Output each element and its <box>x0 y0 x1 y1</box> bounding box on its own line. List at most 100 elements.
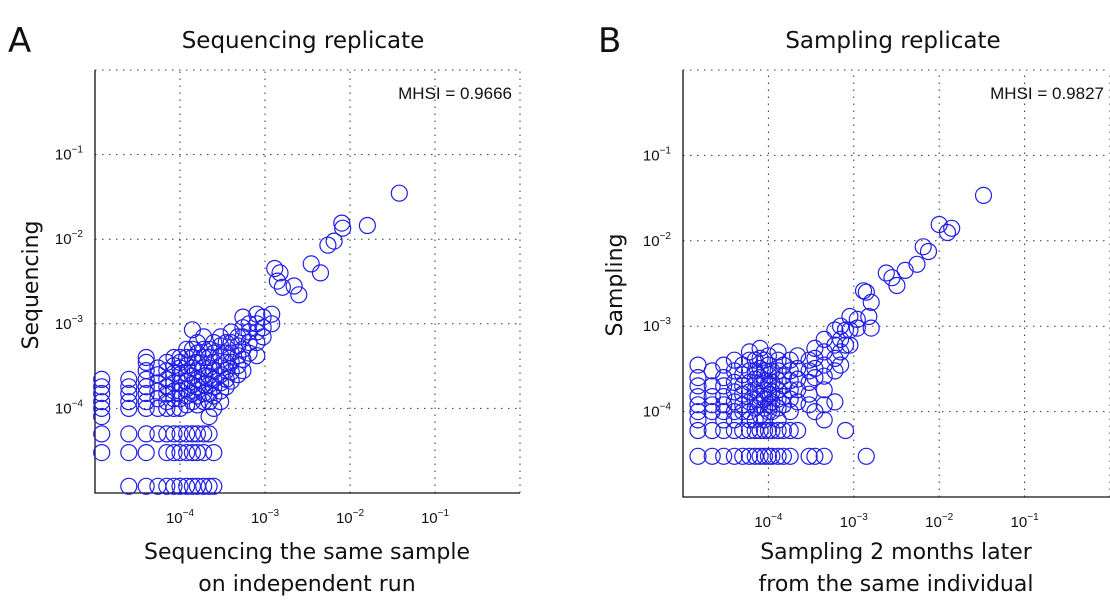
x-tick-labels: 10−4 10−3 10−2 10−1 <box>166 508 450 527</box>
data-point <box>725 421 744 440</box>
chart-title: Sequencing replicate <box>182 28 425 54</box>
data-point <box>311 264 330 282</box>
data-point <box>740 343 759 361</box>
data-point <box>195 328 213 346</box>
data-point <box>137 353 155 371</box>
data-point <box>888 276 906 295</box>
data-point <box>800 396 818 414</box>
data-point <box>254 319 272 337</box>
data-point <box>188 425 206 443</box>
data-point <box>788 421 807 440</box>
data-point <box>254 328 272 346</box>
data-point <box>751 447 769 465</box>
data-point <box>774 396 793 414</box>
data-point <box>195 348 213 367</box>
data-point <box>195 384 213 403</box>
data-point <box>715 377 733 395</box>
data-point <box>183 444 201 462</box>
x-axis-label-line-1: Sequencing the same sample <box>144 540 470 565</box>
data-point <box>815 411 833 429</box>
data-point <box>120 384 138 403</box>
data-point <box>183 477 201 495</box>
data-point <box>769 411 787 429</box>
data-point <box>781 421 799 440</box>
data-point <box>689 356 707 374</box>
data-point <box>195 425 213 443</box>
data-point <box>689 421 707 440</box>
data-point <box>178 425 196 443</box>
data-point <box>763 447 781 465</box>
data-point <box>715 447 733 465</box>
data-point <box>806 447 824 465</box>
data-point <box>715 421 733 440</box>
data-point <box>248 347 266 365</box>
data-point <box>158 477 176 495</box>
data-point <box>826 393 844 411</box>
axis-lines <box>682 70 1110 498</box>
data-point <box>158 444 176 462</box>
data-point <box>715 388 733 406</box>
data-point <box>759 366 778 384</box>
data-point <box>860 307 878 326</box>
y-tick-label: 10−1 <box>55 145 84 164</box>
y-tick-label: 10−1 <box>643 145 672 164</box>
data-point <box>183 340 201 358</box>
data-point <box>759 385 778 403</box>
y-tick-label: 10−4 <box>643 402 672 421</box>
y-axis-label: Sampling <box>603 234 628 337</box>
y-tick-labels: 10−4 10−3 10−2 10−1 <box>55 145 84 418</box>
data-point <box>390 184 408 202</box>
data-point <box>205 399 223 417</box>
data-point <box>689 411 707 429</box>
panel-letter-b: B <box>598 21 621 61</box>
data-point <box>781 447 799 465</box>
data-point <box>178 477 196 495</box>
panel-a-scatter-chart: A Sequencing replicate MHSI = 0.9666 10−… <box>8 21 521 597</box>
data-point <box>212 328 230 346</box>
data-point <box>137 477 155 495</box>
data-point <box>178 444 196 462</box>
data-point <box>740 411 759 429</box>
data-point <box>689 369 707 387</box>
data-point <box>740 421 759 440</box>
data-point <box>974 186 993 204</box>
data-point <box>877 264 895 282</box>
data-point <box>137 378 155 396</box>
data-point <box>171 444 189 462</box>
data-point <box>769 421 787 440</box>
data-point <box>715 403 733 421</box>
data-point <box>831 356 850 374</box>
data-point <box>751 421 769 440</box>
data-point <box>266 259 284 278</box>
data-point <box>836 421 855 440</box>
data-point <box>93 425 111 443</box>
data-point <box>137 444 155 462</box>
y-tick-label: 10−3 <box>55 314 84 333</box>
data-point <box>815 396 833 414</box>
data-point <box>734 447 752 465</box>
data-point <box>137 399 155 417</box>
data-point <box>689 388 707 406</box>
data-point <box>774 421 793 440</box>
data-point <box>93 444 111 462</box>
data-point <box>689 377 707 395</box>
y-tick-label: 10−2 <box>55 229 84 248</box>
data-point <box>848 310 866 328</box>
data-point <box>263 315 281 333</box>
y-tick-label: 10−2 <box>643 231 672 250</box>
data-point <box>234 350 252 368</box>
scatter-points <box>689 186 993 465</box>
x-axis-label-line-2: from the same individual <box>759 572 1034 597</box>
data-point <box>788 347 807 365</box>
data-point <box>914 238 932 256</box>
data-point <box>195 376 213 394</box>
data-point <box>137 370 155 388</box>
data-point <box>703 388 721 406</box>
data-point <box>183 321 201 339</box>
data-point <box>158 425 176 443</box>
x-tick-label: 10−3 <box>840 512 869 531</box>
data-point <box>195 444 213 462</box>
data-point <box>703 447 721 465</box>
data-point <box>319 236 337 254</box>
